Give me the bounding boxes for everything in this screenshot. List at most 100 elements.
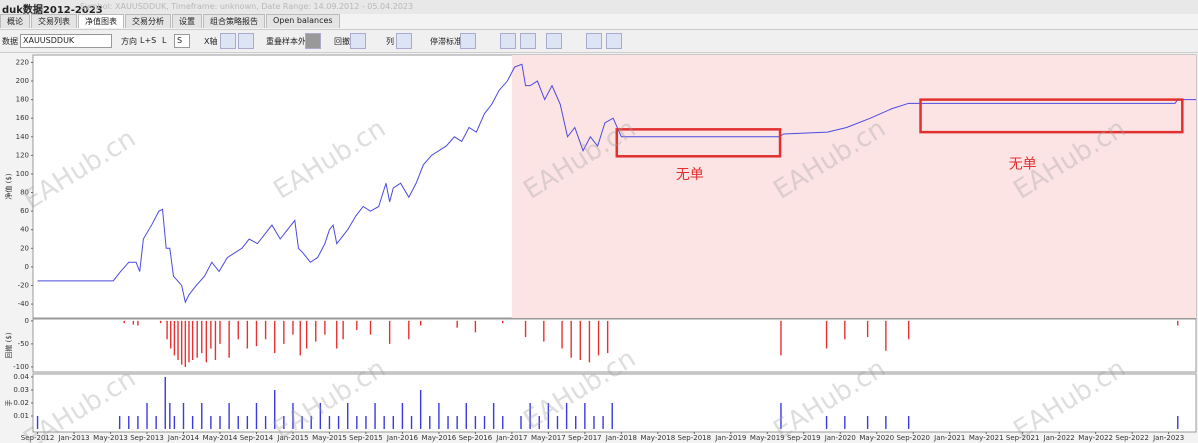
bar	[825, 320, 828, 349]
icon-button[interactable]	[350, 33, 366, 49]
bar	[173, 320, 176, 356]
tab[interactable]: 组合策略报告	[203, 14, 265, 28]
plot-area	[32, 318, 1197, 373]
bar	[780, 320, 782, 356]
tab[interactable]: Open balances	[266, 14, 340, 28]
direction-label: 方向	[121, 37, 137, 46]
bar	[492, 403, 495, 430]
bar	[324, 320, 326, 335]
window-title: duk数据2012-2023	[2, 5, 103, 16]
bar	[36, 416, 39, 430]
bar	[214, 320, 217, 361]
y-tick-label: 0.01	[13, 412, 29, 420]
bar	[502, 320, 504, 324]
icon-button[interactable]	[305, 33, 321, 49]
x-tick-label: May-2020	[859, 434, 894, 442]
x-tick-label: Sep-2020	[896, 434, 930, 442]
oos-region	[511, 55, 1197, 318]
bar	[410, 416, 413, 430]
direction-option[interactable]: S	[174, 34, 190, 48]
tab[interactable]: 交易列表	[31, 14, 77, 28]
y-tick-label: -100	[13, 363, 29, 371]
bar	[210, 416, 212, 430]
x-tick-label: Jan-2016	[386, 434, 419, 442]
bar	[274, 389, 276, 430]
y-tick-label: 200	[16, 77, 29, 85]
bar	[844, 416, 846, 430]
drawdown-label: 回撤	[334, 37, 350, 46]
bar	[907, 416, 910, 430]
bar	[255, 320, 258, 347]
icon-button[interactable]	[396, 33, 412, 49]
bar	[866, 320, 869, 337]
tab[interactable]: 设置	[172, 14, 202, 28]
y-tick-label: 0	[25, 317, 29, 325]
y-tick-label: 180	[16, 96, 29, 104]
bar	[885, 320, 887, 351]
equity-line	[37, 63, 1196, 304]
bar	[342, 320, 344, 340]
bar	[155, 416, 157, 430]
x-tick-label: Sep-2013	[130, 434, 164, 442]
bar	[237, 416, 239, 430]
icon-button[interactable]	[460, 33, 476, 49]
icon-button[interactable]	[586, 33, 602, 49]
bar	[529, 403, 531, 430]
bar	[780, 403, 782, 430]
bar	[160, 320, 162, 324]
bar	[180, 320, 183, 365]
y-axis-title: 手	[4, 400, 13, 407]
icon-button[interactable]	[500, 33, 516, 49]
bar	[388, 320, 391, 344]
icon-button[interactable]	[520, 33, 536, 49]
bar	[456, 320, 458, 328]
data-label: 数据	[2, 37, 18, 46]
bar	[137, 416, 139, 430]
bar	[337, 416, 340, 430]
bar	[1177, 320, 1179, 326]
symbol-select[interactable]: XAUUSDDUK	[20, 34, 112, 48]
bar	[123, 320, 125, 324]
no-trade-box	[919, 98, 1184, 134]
bar	[419, 320, 422, 326]
icon-button[interactable]	[220, 33, 236, 49]
x-tick-label: Jan-2014	[167, 434, 200, 442]
bar	[588, 320, 591, 363]
x-tick-label: May-2013	[93, 434, 128, 442]
bar	[128, 416, 130, 430]
bar	[182, 403, 185, 430]
bar	[474, 320, 477, 333]
x-tick-label: Jan-2022	[1043, 434, 1075, 442]
x-tick-label: May-2014	[203, 434, 238, 442]
x-axis-label: X轴	[204, 37, 218, 46]
tab[interactable]: 概论	[0, 14, 30, 28]
bar	[188, 320, 190, 363]
icon-button[interactable]	[238, 33, 254, 49]
y-tick-label: -40	[18, 300, 29, 308]
bar	[383, 416, 385, 430]
x-tick-label: Jan-2018	[605, 434, 637, 442]
bar	[374, 403, 376, 430]
icon-button[interactable]	[606, 33, 622, 49]
bar	[611, 403, 613, 430]
bar	[292, 403, 294, 430]
column-label: 列	[386, 37, 394, 46]
x-tick-label: Jan-2019	[714, 434, 746, 442]
bar	[177, 320, 179, 361]
bar	[184, 320, 187, 367]
bar	[164, 376, 166, 430]
y-tick-label: 220	[16, 58, 29, 66]
bar	[292, 320, 294, 335]
tab[interactable]: 交易分析	[125, 14, 171, 28]
x-tick-label: Jan-2023	[1152, 434, 1184, 442]
direction-option[interactable]: L	[162, 36, 167, 45]
bar	[538, 416, 540, 430]
bar	[502, 416, 504, 430]
direction-option[interactable]: L+S	[140, 36, 157, 45]
bar	[579, 320, 581, 361]
icon-button[interactable]	[546, 33, 562, 49]
bar	[346, 403, 349, 430]
tab[interactable]: 净值图表	[78, 14, 124, 28]
